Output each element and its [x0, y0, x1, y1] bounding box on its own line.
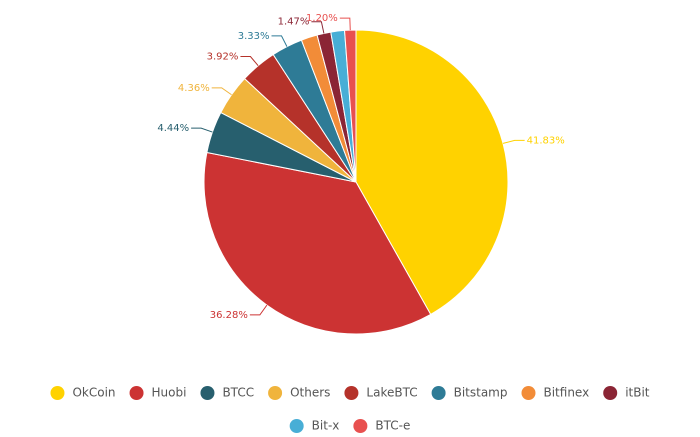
pie-slice [203, 151, 432, 335]
label-line [339, 17, 351, 31]
legend-marker[interactable] [521, 386, 536, 400]
legend-label[interactable]: Others [290, 386, 330, 400]
legend-label[interactable]: Bit-x [312, 419, 340, 433]
legend-label[interactable]: OkCoin [72, 386, 115, 400]
legend-marker[interactable] [50, 386, 65, 400]
legend-label[interactable]: Huobi [152, 386, 187, 400]
label-line [240, 55, 259, 66]
data-label: 36.28% [210, 310, 248, 321]
legend-label[interactable]: BTC-e [375, 419, 410, 433]
legend-marker[interactable] [603, 386, 618, 400]
data-label: 4.36% [178, 83, 210, 94]
legend-marker[interactable] [200, 386, 215, 400]
legend-label[interactable]: Bitfinex [543, 386, 589, 400]
legend-label[interactable]: BTCC [222, 386, 254, 400]
data-label: 1.20% [306, 13, 338, 24]
data-label: 4.44% [157, 123, 189, 134]
data-label: 3.33% [238, 31, 270, 42]
label-line [191, 127, 213, 133]
label-line [311, 21, 325, 34]
legend-marker[interactable] [268, 386, 283, 400]
legend-label[interactable]: itBit [625, 386, 650, 400]
legend-label[interactable]: Bitstamp [454, 386, 508, 400]
data-label: 41.83% [527, 135, 565, 146]
legend-marker[interactable] [289, 419, 304, 433]
label-line [211, 87, 232, 96]
pie-slice [355, 29, 509, 316]
data-label: 3.92% [207, 51, 239, 62]
legend-marker[interactable] [344, 386, 359, 400]
data-label: 1.47% [278, 17, 310, 28]
legend-marker[interactable] [353, 419, 368, 433]
legend-label[interactable]: LakeBTC [366, 386, 417, 400]
label-line [271, 35, 288, 47]
label-line [502, 139, 525, 144]
label-line [249, 304, 268, 316]
legend-marker[interactable] [129, 386, 144, 400]
legend-marker[interactable] [431, 386, 446, 400]
